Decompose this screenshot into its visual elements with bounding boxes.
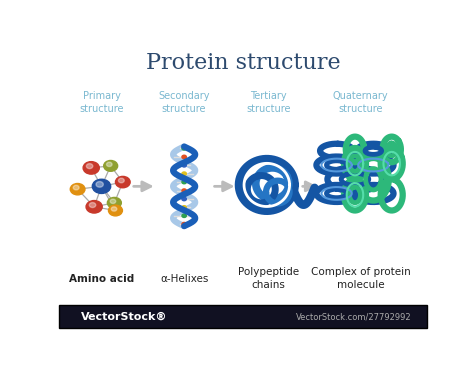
- Circle shape: [70, 183, 85, 195]
- FancyBboxPatch shape: [59, 305, 427, 328]
- Circle shape: [110, 199, 116, 203]
- Circle shape: [86, 163, 93, 169]
- Circle shape: [182, 223, 186, 226]
- Text: VectorStock®: VectorStock®: [82, 312, 168, 322]
- Circle shape: [96, 182, 103, 187]
- Text: Primary
structure: Primary structure: [79, 91, 124, 114]
- Circle shape: [111, 207, 117, 211]
- Circle shape: [104, 161, 118, 171]
- Text: Quaternary
structure: Quaternary structure: [333, 91, 388, 114]
- Circle shape: [108, 197, 121, 208]
- Circle shape: [182, 214, 186, 217]
- Circle shape: [107, 162, 112, 166]
- Circle shape: [83, 162, 99, 174]
- Circle shape: [182, 180, 186, 184]
- Text: Complex of protein
molecule: Complex of protein molecule: [310, 268, 410, 290]
- Circle shape: [182, 172, 186, 175]
- Text: Protein structure: Protein structure: [146, 52, 340, 74]
- Circle shape: [89, 203, 96, 207]
- Text: Secondary
structure: Secondary structure: [158, 91, 210, 114]
- Text: Tertiary
structure: Tertiary structure: [246, 91, 291, 114]
- Circle shape: [116, 176, 130, 188]
- Circle shape: [182, 163, 186, 167]
- Text: VectorStock.com/27792992: VectorStock.com/27792992: [296, 312, 412, 321]
- Circle shape: [182, 146, 186, 150]
- Circle shape: [92, 179, 110, 193]
- Circle shape: [86, 201, 102, 213]
- Text: Amino acid: Amino acid: [69, 274, 134, 284]
- Text: α-Helixes: α-Helixes: [160, 274, 209, 284]
- Circle shape: [182, 155, 186, 159]
- Circle shape: [73, 185, 79, 190]
- Circle shape: [118, 178, 124, 183]
- Circle shape: [182, 197, 186, 201]
- Circle shape: [109, 205, 122, 216]
- Circle shape: [182, 206, 186, 209]
- Circle shape: [182, 189, 186, 192]
- Text: Polypeptide
chains: Polypeptide chains: [238, 268, 299, 290]
